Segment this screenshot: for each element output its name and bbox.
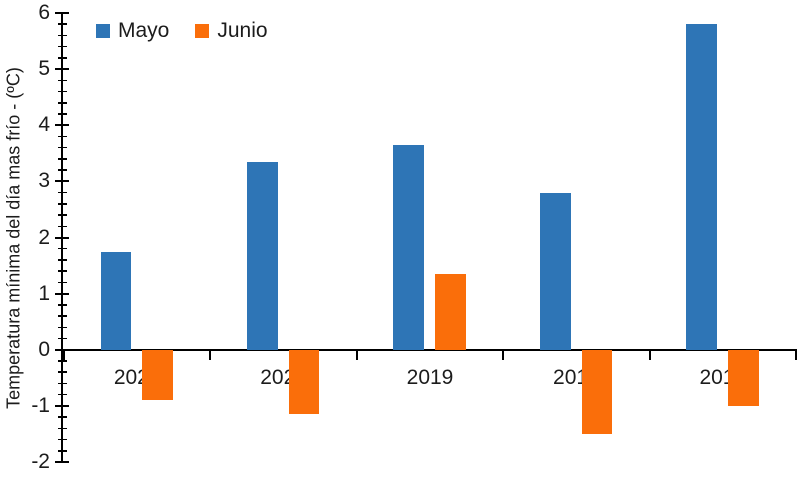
legend-item-junio: Junio [195, 19, 268, 42]
x-axis-line [61, 348, 797, 351]
y-tick-label: 3 [38, 169, 50, 193]
legend-swatch-mayo [96, 23, 110, 38]
x-tick [502, 349, 505, 360]
x-tick [355, 349, 358, 360]
x-tick [648, 349, 651, 360]
y-tick-label: 4 [38, 113, 50, 137]
bar-mayo-2021 [100, 251, 132, 350]
bar-junio-2021 [142, 349, 174, 401]
y-tick-label: 1 [38, 281, 50, 305]
bar-junio-2020 [288, 349, 320, 415]
y-major-tick [55, 461, 69, 463]
legend-label: Mayo [118, 19, 170, 42]
bar-mayo-2018 [539, 192, 571, 350]
bar-junio-2019 [435, 273, 466, 350]
legend-label: Junio [217, 19, 268, 42]
y-tick-label: 2 [38, 225, 50, 249]
bar-mayo-2019 [393, 144, 425, 350]
y-tick-label: 6 [38, 1, 50, 24]
y-tick-label: -1 [31, 393, 50, 417]
y-tick-label: 0 [38, 337, 50, 361]
y-axis-line [61, 13, 63, 462]
x-tick [209, 349, 212, 360]
x-category-label: 2019 [406, 365, 454, 389]
x-tick [63, 349, 65, 360]
legend-item-mayo: Mayo [96, 20, 169, 41]
bar-junio-2017 [727, 349, 759, 406]
bar-mayo-2020 [247, 161, 278, 350]
bar-junio-2018 [581, 349, 613, 434]
legend: Mayo Junio [96, 20, 268, 41]
x-tick [795, 349, 797, 360]
y-tick-label: 5 [38, 57, 50, 81]
bar-mayo-2017 [686, 24, 717, 350]
y-tick-label: -2 [31, 450, 50, 473]
legend-swatch-junio [195, 23, 210, 38]
